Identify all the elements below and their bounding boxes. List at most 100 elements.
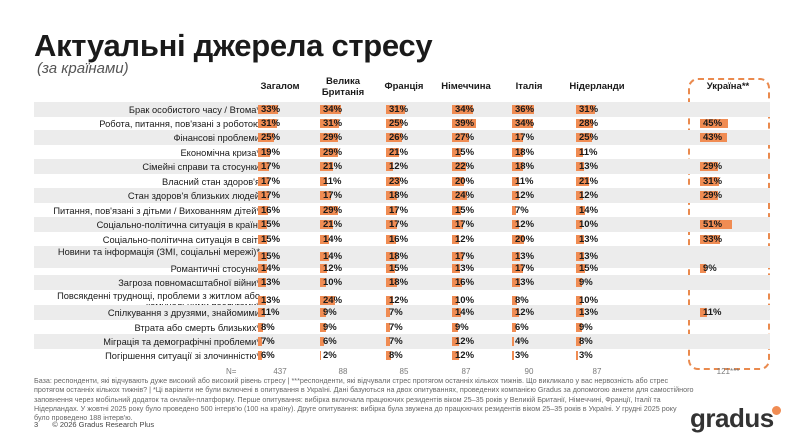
sample-size: 121*** (716, 367, 740, 376)
data-label: 20% (455, 176, 475, 187)
table-row: Стан здоров'я близьких людей 17% 17% 18% 24%… (34, 188, 770, 203)
row-label: Сімейні справи та стосунки (142, 162, 260, 172)
bar (512, 220, 520, 229)
data-label: 25% (261, 132, 281, 143)
table-row: Питання, пов'язані з дітьми / Вихованням… (34, 203, 770, 218)
bar (386, 308, 391, 317)
bar (512, 105, 535, 114)
data-label: 21% (389, 147, 409, 158)
data-label: 9% (323, 307, 337, 318)
bar (258, 351, 262, 360)
bar (512, 235, 525, 244)
bar (576, 296, 583, 305)
bar (258, 308, 265, 317)
data-label: 16% (389, 234, 409, 245)
data-label: 31% (261, 118, 281, 129)
data-label: 17% (389, 205, 409, 216)
bar (258, 105, 279, 114)
bar (452, 351, 460, 360)
data-label: 33% (703, 234, 723, 245)
data-label: 15% (261, 234, 281, 245)
bar (700, 191, 718, 200)
table-row: Сімейні справи та стосунки 17% 21% 12% 22% 18… (34, 159, 770, 174)
table-row: Соціально-політична ситуація в світі 15% 1… (34, 232, 770, 247)
bar (320, 148, 338, 157)
row-label: Соціально-політична ситуація в світі (102, 235, 260, 245)
data-label: 17% (323, 190, 343, 201)
data-label: 13% (261, 277, 281, 288)
data-label: 17% (261, 176, 281, 187)
data-label: 13% (455, 263, 475, 274)
copyright: © 2026 Gradus Research Plus (52, 420, 155, 429)
data-label: 33% (261, 104, 281, 115)
data-label: 10% (455, 295, 475, 306)
data-label: 7% (389, 322, 403, 333)
sample-size: 87 (592, 367, 602, 376)
data-label: 26% (389, 132, 409, 143)
data-label: 51% (703, 219, 723, 230)
data-label: 11% (579, 147, 598, 158)
bar (700, 308, 707, 317)
data-label: 15% (261, 251, 281, 262)
data-label: 17% (515, 132, 535, 143)
bar (320, 323, 326, 332)
data-label: 14% (261, 263, 281, 274)
bar (512, 323, 516, 332)
data-label: 17% (455, 251, 475, 262)
bar (452, 220, 463, 229)
data-label: 14% (323, 251, 343, 262)
data-label: 24% (455, 190, 475, 201)
bar (576, 337, 581, 346)
bar (258, 264, 267, 273)
data-label: 15% (455, 205, 475, 216)
data-label: 17% (455, 219, 475, 230)
data-label: 11% (323, 176, 342, 187)
bar (576, 308, 585, 317)
bar (452, 308, 461, 317)
bar (258, 148, 270, 157)
data-label: 12% (515, 219, 535, 230)
sample-size: 87 (461, 367, 471, 376)
table-row: Романтичні стосунки 14% 12% 15% 13% 17% 15% 9% (34, 261, 770, 276)
row-label: Погіршення ситуації зі злочинністю* (105, 351, 260, 361)
data-label: 8% (515, 295, 529, 306)
data-label: 9% (579, 277, 593, 288)
data-label: 25% (389, 118, 409, 129)
bar (386, 252, 398, 261)
sample-size: 85 (399, 367, 409, 376)
data-label: 31% (389, 104, 409, 115)
bar (386, 264, 396, 273)
data-label: 28% (579, 118, 599, 129)
data-label: 18% (389, 277, 409, 288)
data-label: 18% (389, 190, 409, 201)
data-label: 24% (323, 295, 343, 306)
data-label: 17% (389, 219, 409, 230)
data-label: 22% (455, 161, 475, 172)
data-label: 18% (515, 161, 535, 172)
page-title: Актуальні джерела стресу (34, 28, 433, 63)
bar (576, 278, 582, 287)
bar (576, 252, 585, 261)
sample-size: 88 (338, 367, 348, 376)
data-label: 45% (703, 118, 723, 129)
data-label: 29% (323, 147, 343, 158)
bar (700, 133, 727, 142)
row-label: Власний стан здоров'я (162, 177, 260, 187)
bar (386, 296, 394, 305)
footer: 3 © 2026 Gradus Research Plus (34, 420, 154, 429)
bar (576, 133, 592, 142)
bar (576, 177, 590, 186)
data-label: 21% (579, 176, 599, 187)
bar (258, 133, 274, 142)
table-row: Міграція та демографічні проблеми* 7% 6% 7%… (34, 334, 770, 349)
data-label: 10% (323, 277, 343, 288)
data-label: 15% (389, 263, 409, 274)
logo-dot (772, 406, 781, 415)
data-label: 7% (389, 336, 403, 347)
data-label: 36% (515, 104, 535, 115)
bar (452, 162, 466, 171)
row-label: Загроза повномасштабної війни* (118, 278, 260, 288)
bar (512, 133, 523, 142)
data-label: 11% (703, 307, 722, 318)
bar (512, 337, 515, 346)
